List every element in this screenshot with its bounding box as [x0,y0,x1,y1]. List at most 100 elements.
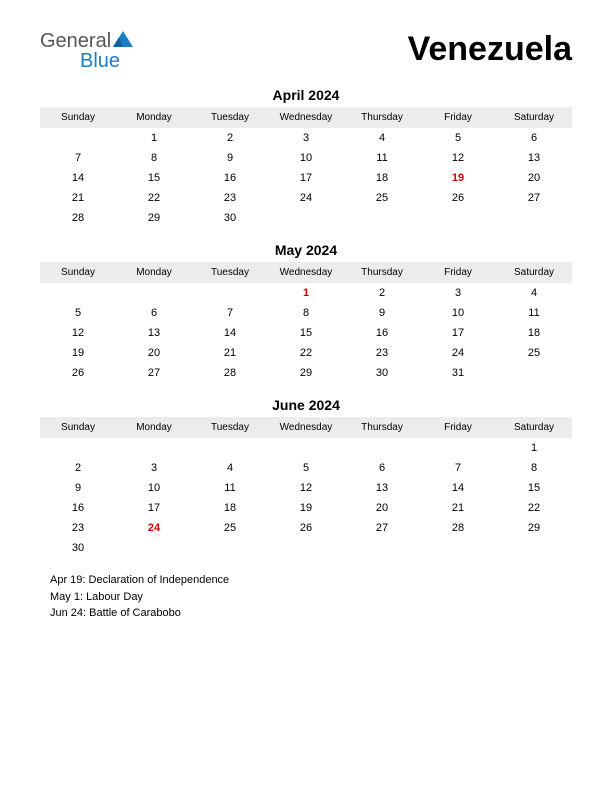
day-cell: 17 [420,323,496,343]
day-cell: 23 [40,518,116,538]
day-cell: 5 [40,303,116,323]
month-title: June 2024 [40,397,572,413]
weekday-header: Sunday [40,107,116,128]
day-cell: 9 [344,303,420,323]
day-cell: 27 [116,363,192,383]
day-cell: 16 [344,323,420,343]
day-cell: 25 [192,518,268,538]
empty-cell [420,538,496,558]
month-title: April 2024 [40,87,572,103]
day-cell: 29 [116,208,192,228]
weekday-header: Saturday [496,107,572,128]
weekday-header: Sunday [40,417,116,438]
day-cell: 5 [420,128,496,148]
empty-cell [496,363,572,383]
empty-cell [344,538,420,558]
day-cell: 22 [268,343,344,363]
weekday-header: Thursday [344,262,420,283]
day-cell: 9 [192,148,268,168]
weekday-header: Monday [116,107,192,128]
day-cell: 21 [192,343,268,363]
day-cell: 6 [496,128,572,148]
empty-cell [268,438,344,458]
day-cell: 28 [192,363,268,383]
day-cell: 8 [268,303,344,323]
weekday-header: Thursday [344,107,420,128]
day-cell: 28 [420,518,496,538]
day-cell: 20 [116,343,192,363]
weekday-header: Sunday [40,262,116,283]
empty-cell [192,538,268,558]
day-cell: 10 [420,303,496,323]
day-cell: 25 [344,188,420,208]
day-cell: 20 [344,498,420,518]
day-cell: 4 [344,128,420,148]
empty-cell [40,128,116,148]
day-cell: 14 [420,478,496,498]
calendar-month: June 2024SundayMondayTuesdayWednesdayThu… [40,397,572,558]
empty-cell [344,438,420,458]
day-cell: 24 [268,188,344,208]
holiday-notes: Apr 19: Declaration of IndependenceMay 1… [40,572,572,622]
day-cell: 26 [40,363,116,383]
empty-cell [496,538,572,558]
weekday-header: Tuesday [192,107,268,128]
empty-cell [116,538,192,558]
day-cell: 30 [40,538,116,558]
day-cell: 10 [116,478,192,498]
day-cell: 12 [268,478,344,498]
day-cell: 22 [496,498,572,518]
day-cell: 1 [116,128,192,148]
empty-cell [496,208,572,228]
calendar-table: SundayMondayTuesdayWednesdayThursdayFrid… [40,262,572,383]
day-cell: 26 [268,518,344,538]
day-cell: 2 [192,128,268,148]
day-cell: 29 [268,363,344,383]
day-cell: 18 [496,323,572,343]
day-cell: 2 [344,283,420,303]
weekday-header: Friday [420,417,496,438]
empty-cell [268,538,344,558]
empty-cell [420,438,496,458]
day-cell: 7 [192,303,268,323]
day-cell: 23 [192,188,268,208]
day-cell: 6 [344,458,420,478]
weekday-header: Friday [420,107,496,128]
day-cell: 22 [116,188,192,208]
weekday-header: Saturday [496,262,572,283]
day-cell: 2 [40,458,116,478]
day-cell: 16 [192,168,268,188]
weekday-header: Tuesday [192,417,268,438]
header: General Blue Venezuela [40,30,572,69]
day-cell: 24 [116,518,192,538]
empty-cell [116,438,192,458]
logo-blue: Blue [80,50,120,72]
day-cell: 12 [420,148,496,168]
day-cell: 18 [192,498,268,518]
day-cell: 30 [344,363,420,383]
day-cell: 4 [192,458,268,478]
day-cell: 13 [116,323,192,343]
day-cell: 14 [40,168,116,188]
day-cell: 27 [344,518,420,538]
empty-cell [420,208,496,228]
weekday-header: Wednesday [268,417,344,438]
day-cell: 7 [40,148,116,168]
day-cell: 7 [420,458,496,478]
day-cell: 14 [192,323,268,343]
day-cell: 13 [496,148,572,168]
empty-cell [192,438,268,458]
day-cell: 13 [344,478,420,498]
day-cell: 15 [268,323,344,343]
day-cell: 8 [116,148,192,168]
day-cell: 3 [420,283,496,303]
calendars-container: April 2024SundayMondayTuesdayWednesdayTh… [40,87,572,558]
day-cell: 17 [268,168,344,188]
empty-cell [40,283,116,303]
day-cell: 19 [420,168,496,188]
day-cell: 11 [496,303,572,323]
weekday-header: Friday [420,262,496,283]
calendar-table: SundayMondayTuesdayWednesdayThursdayFrid… [40,107,572,228]
empty-cell [192,283,268,303]
weekday-header: Monday [116,417,192,438]
